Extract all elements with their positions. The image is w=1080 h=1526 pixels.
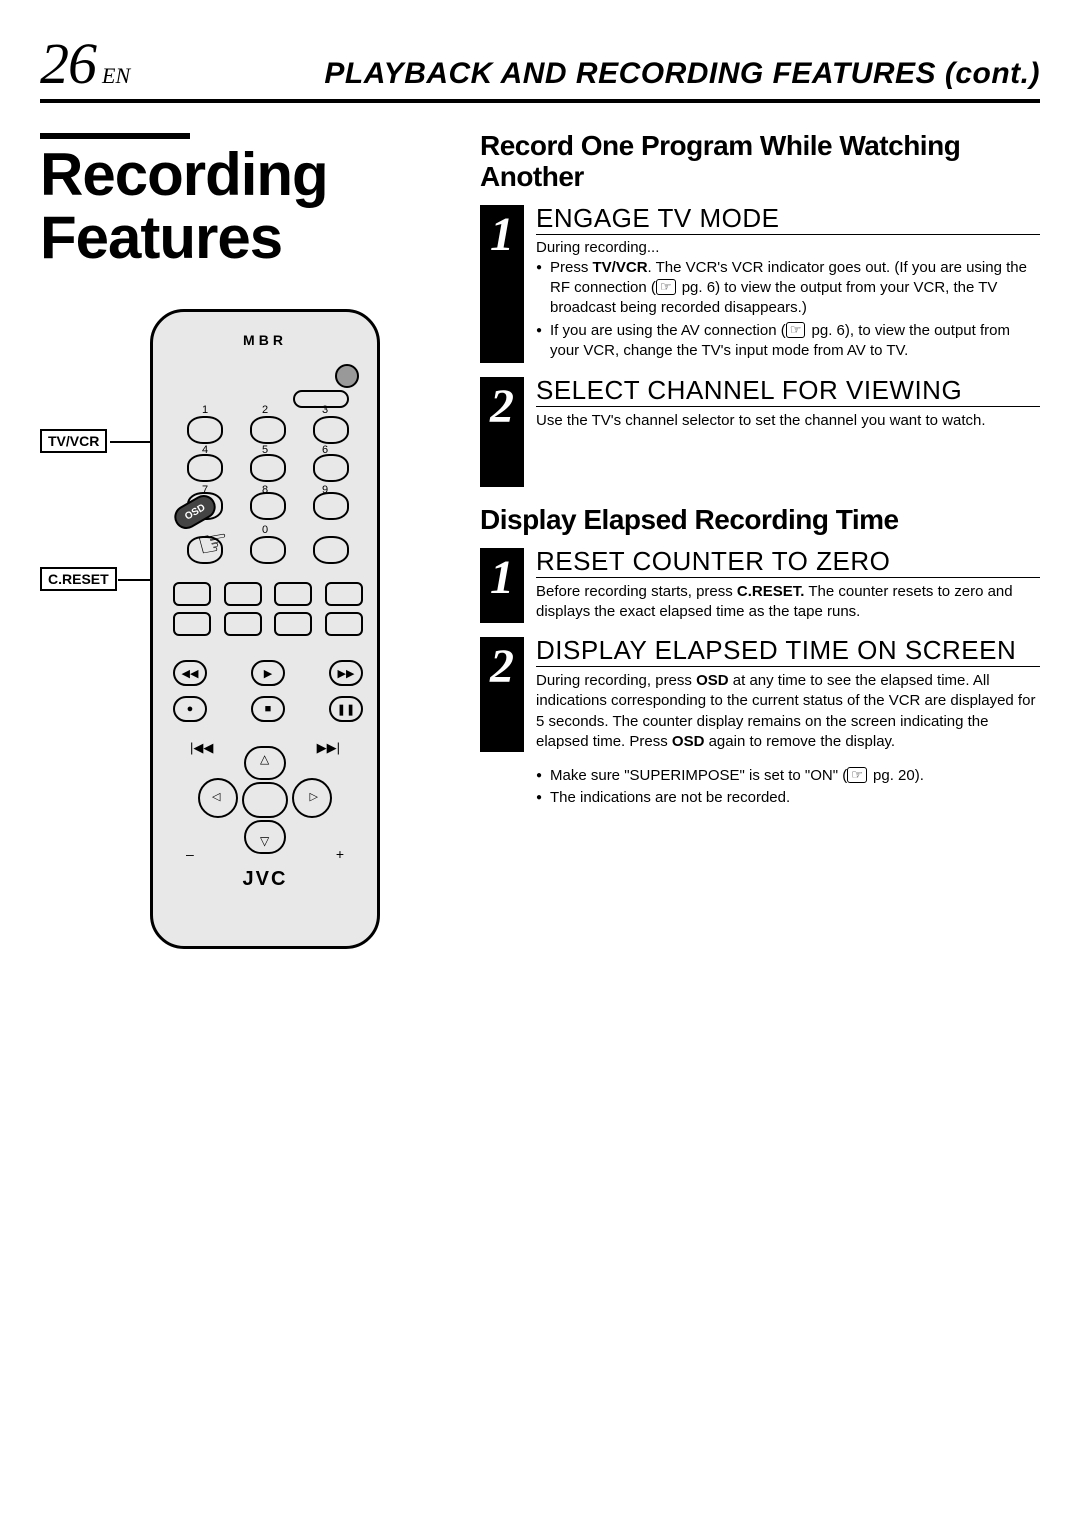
fn-button xyxy=(274,582,312,606)
fn-button xyxy=(173,612,211,636)
header-title: PLAYBACK AND RECORDING FEATURES (cont.) xyxy=(150,57,1040,91)
section-title: Display Elapsed Recording Time xyxy=(480,505,1040,536)
step-heading: SELECT CHANNEL FOR VIEWING xyxy=(536,377,1040,407)
pause-icon: ❚❚ xyxy=(329,696,363,722)
num-2-button xyxy=(250,416,286,444)
brand-top: MBR xyxy=(243,332,287,348)
step-number: 1 xyxy=(480,205,524,364)
step-text: During recording, press OSD at any time … xyxy=(536,671,1040,752)
fn-button xyxy=(173,582,211,606)
num-9-button xyxy=(313,492,349,520)
rewind-icon: ◀◀ xyxy=(173,660,207,686)
content-column: Record One Program While Watching Anothe… xyxy=(480,113,1040,1009)
num-0-button xyxy=(250,536,286,564)
step-number: 2 xyxy=(480,637,524,752)
remote-body: MBR 1 2 3 4 5 6 7 8 9 0 xyxy=(150,309,380,949)
fn-button xyxy=(224,612,262,636)
brand-bottom: JVC xyxy=(243,868,288,891)
title-divider xyxy=(40,133,190,139)
stop-icon: ■ xyxy=(251,696,285,722)
main-title: Recording Features xyxy=(40,143,460,269)
record-icon: ● xyxy=(173,696,207,722)
step-heading: RESET COUNTER TO ZERO xyxy=(536,548,1040,578)
num-5-button xyxy=(250,454,286,482)
page-header: 26 EN PLAYBACK AND RECORDING FEATURES (c… xyxy=(40,30,1040,103)
num-8-button xyxy=(250,492,286,520)
num-1-button xyxy=(187,416,223,444)
num-4-button xyxy=(187,454,223,482)
step-bullet: If you are using the AV connection (☞ pg… xyxy=(536,321,1040,362)
callout-creset: C.RESET xyxy=(40,567,117,591)
ffwd-icon: ▶▶ xyxy=(329,660,363,686)
step: 2 DISPLAY ELAPSED TIME ON SCREEN During … xyxy=(480,637,1040,752)
step-heading: ENGAGE TV MODE xyxy=(536,205,1040,235)
note-bullet: Make sure "SUPERIMPOSE" is set to "ON" (… xyxy=(536,766,1040,786)
step-number: 2 xyxy=(480,377,524,487)
aux2-button xyxy=(313,536,349,564)
remote-diagram: TV/VCR C.RESET MBR 1 2 3 4 5 6 7 8 9 0 xyxy=(40,309,420,1009)
step-heading: DISPLAY ELAPSED TIME ON SCREEN xyxy=(536,637,1040,667)
power-button-icon xyxy=(335,364,359,388)
step-lead: During recording... xyxy=(536,239,1040,256)
notes: Make sure "SUPERIMPOSE" is set to "ON" (… xyxy=(480,766,1040,809)
step: 2 SELECT CHANNEL FOR VIEWING Use the TV'… xyxy=(480,377,1040,487)
fn-button xyxy=(325,582,363,606)
page-number: 26 xyxy=(40,30,96,97)
fn-button xyxy=(224,582,262,606)
note-bullet: The indications are not be recorded. xyxy=(536,788,1040,808)
fn-button xyxy=(325,612,363,636)
step-text: Use the TV's channel selector to set the… xyxy=(536,411,1040,431)
step-text: Before recording starts, press C.RESET. … xyxy=(536,582,1040,623)
step-number: 1 xyxy=(480,548,524,623)
callout-tvvcr: TV/VCR xyxy=(40,429,107,453)
step-bullet: Press TV/VCR. The VCR's VCR indicator go… xyxy=(536,258,1040,319)
hand-pointer-icon: ☞ xyxy=(194,520,233,567)
fn-button xyxy=(274,612,312,636)
num-3-button xyxy=(313,416,349,444)
num-6-button xyxy=(313,454,349,482)
play-icon: ▶ xyxy=(251,660,285,686)
step: 1 RESET COUNTER TO ZERO Before recording… xyxy=(480,548,1040,623)
section-title: Record One Program While Watching Anothe… xyxy=(480,131,1040,193)
step: 1 ENGAGE TV MODE During recording... Pre… xyxy=(480,205,1040,364)
lang-code: EN xyxy=(102,63,130,89)
nav-pad: |◀◀ ▶▶| △ ▽ ◁ ▷ – + xyxy=(190,740,340,860)
